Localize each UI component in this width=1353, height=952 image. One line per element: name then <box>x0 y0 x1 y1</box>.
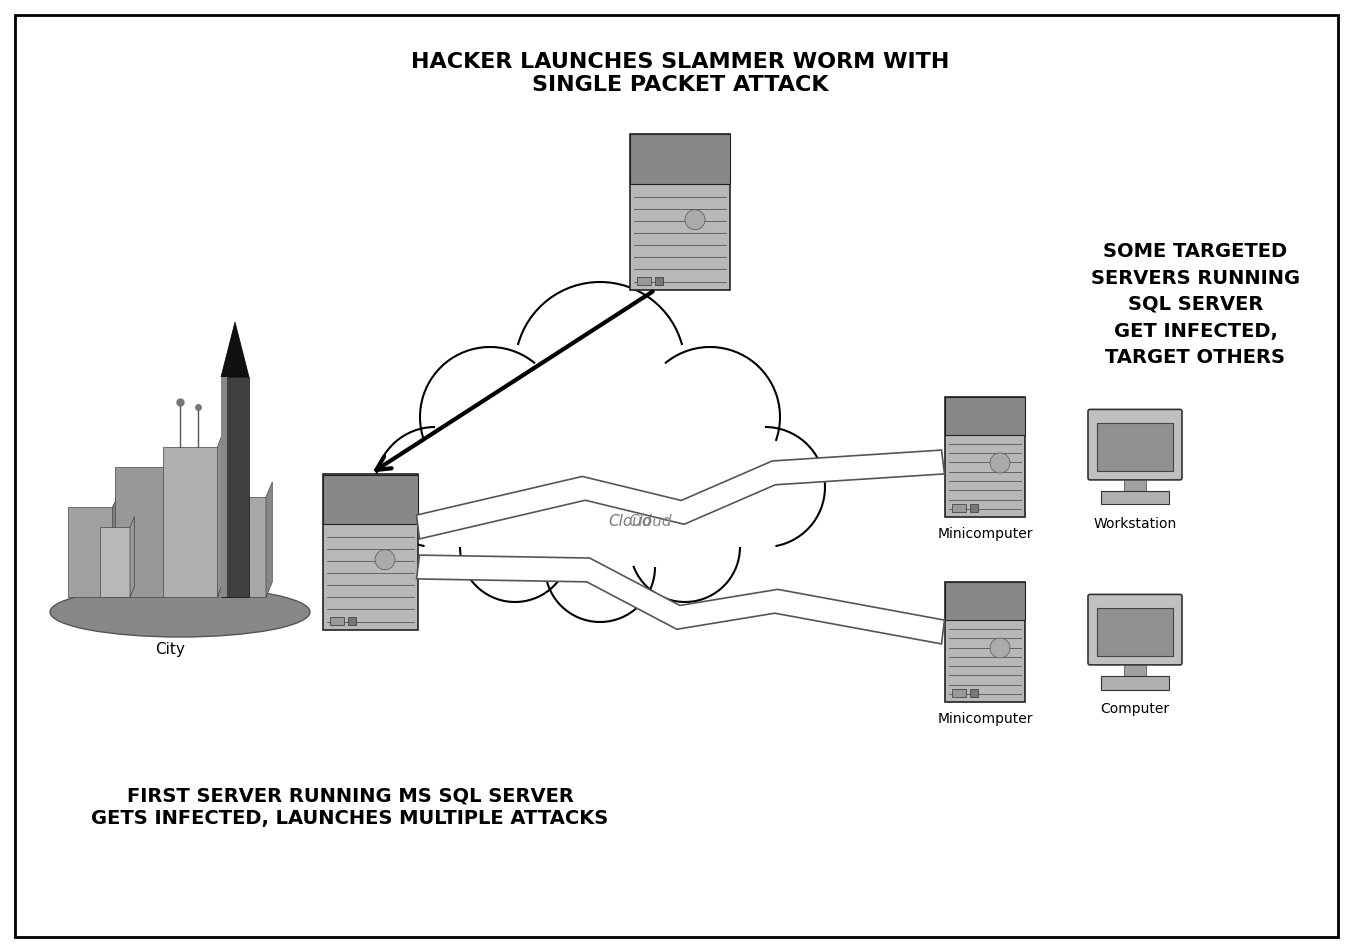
Bar <box>944 397 1026 435</box>
Circle shape <box>630 492 740 602</box>
Bar <box>348 617 356 625</box>
Bar <box>225 497 267 597</box>
Polygon shape <box>112 493 119 597</box>
Circle shape <box>990 638 1009 658</box>
Circle shape <box>375 427 495 547</box>
FancyBboxPatch shape <box>1088 594 1183 664</box>
Bar <box>953 689 966 697</box>
Bar <box>970 504 978 512</box>
Bar <box>330 617 344 625</box>
Bar <box>1124 480 1146 491</box>
Polygon shape <box>218 425 226 597</box>
Text: Cloud: Cloud <box>628 514 671 529</box>
Circle shape <box>419 347 560 487</box>
Circle shape <box>685 209 705 229</box>
Polygon shape <box>417 450 944 539</box>
FancyBboxPatch shape <box>1088 409 1183 480</box>
Text: FIRST SERVER RUNNING MS SQL SERVER
GETS INFECTED, LAUNCHES MULTIPLE ATTACKS: FIRST SERVER RUNNING MS SQL SERVER GETS … <box>92 787 609 828</box>
Bar <box>221 377 249 597</box>
Text: HACKER LAUNCHES SLAMMER WORM WITH
SINGLE PACKET ATTACK: HACKER LAUNCHES SLAMMER WORM WITH SINGLE… <box>411 52 950 95</box>
Bar <box>322 474 418 525</box>
Polygon shape <box>165 447 172 597</box>
FancyBboxPatch shape <box>944 582 1026 702</box>
Circle shape <box>990 453 1009 473</box>
Ellipse shape <box>50 587 310 637</box>
FancyBboxPatch shape <box>322 474 418 629</box>
Bar <box>970 689 978 697</box>
Text: Minicomputer: Minicomputer <box>938 527 1032 541</box>
Text: Cloud: Cloud <box>609 514 652 529</box>
Text: Minicomputer: Minicomputer <box>938 712 1032 726</box>
Circle shape <box>460 492 570 602</box>
Bar <box>953 504 966 512</box>
Polygon shape <box>267 482 272 597</box>
Circle shape <box>375 549 395 569</box>
Polygon shape <box>417 555 944 644</box>
Circle shape <box>515 282 685 452</box>
Bar <box>1101 491 1169 505</box>
Bar <box>655 276 663 285</box>
Bar <box>944 582 1026 621</box>
Bar <box>630 134 731 184</box>
Bar <box>1097 608 1173 656</box>
Polygon shape <box>130 517 134 597</box>
Text: Workstation: Workstation <box>1093 517 1177 531</box>
Text: SOME TARGETED
SERVERS RUNNING
SQL SERVER
GET INFECTED,
TARGET OTHERS: SOME TARGETED SERVERS RUNNING SQL SERVER… <box>1091 242 1300 367</box>
FancyBboxPatch shape <box>630 134 731 289</box>
Text: City: City <box>156 642 185 657</box>
Bar <box>100 527 130 597</box>
Bar <box>1101 676 1169 689</box>
Circle shape <box>640 347 779 487</box>
Bar <box>1124 664 1146 676</box>
Circle shape <box>545 512 655 622</box>
Bar <box>221 377 226 597</box>
Circle shape <box>705 427 825 547</box>
Bar <box>162 447 218 597</box>
Text: Computer: Computer <box>1100 702 1169 716</box>
Bar <box>115 467 165 597</box>
Polygon shape <box>221 322 249 377</box>
Bar <box>68 507 112 597</box>
FancyBboxPatch shape <box>944 397 1026 517</box>
Bar <box>1097 424 1173 471</box>
Bar <box>637 276 651 285</box>
